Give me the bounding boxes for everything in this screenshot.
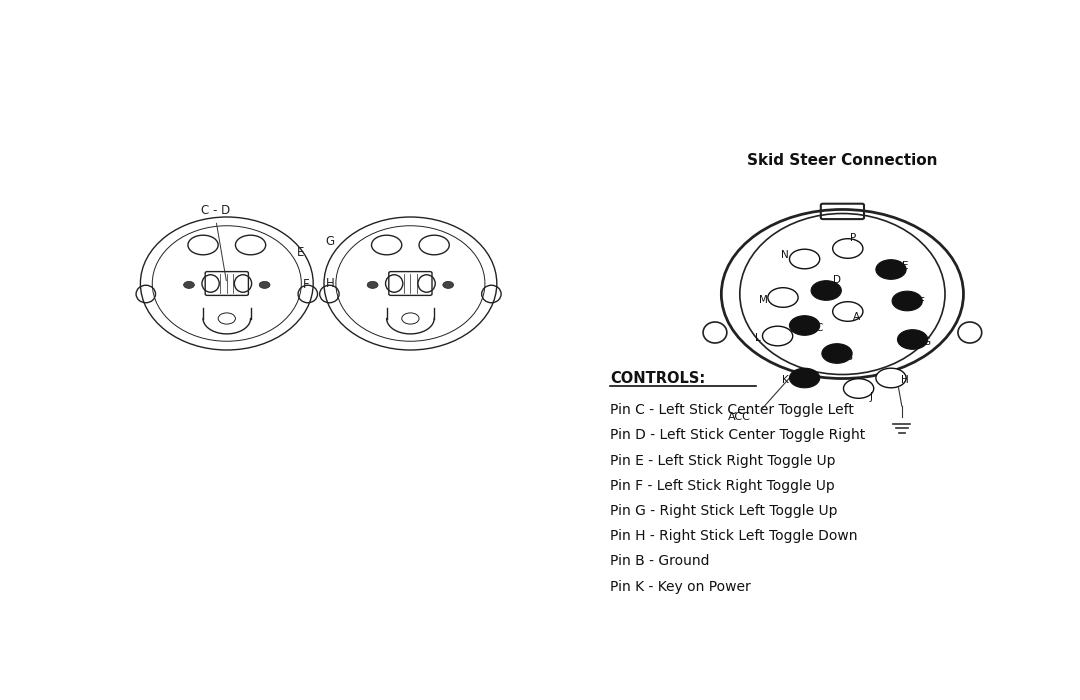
Text: H: H	[326, 277, 335, 290]
Circle shape	[833, 302, 863, 321]
Text: Skid Steer Connection: Skid Steer Connection	[747, 153, 937, 168]
Circle shape	[843, 379, 874, 398]
Text: D: D	[833, 275, 841, 285]
Text: Pin G - Right Stick Left Toggle Up: Pin G - Right Stick Left Toggle Up	[610, 504, 838, 518]
Text: CONTROLS:: CONTROLS:	[610, 371, 705, 386]
Text: P: P	[850, 233, 856, 243]
Text: Pin E - Left Stick Right Toggle Up: Pin E - Left Stick Right Toggle Up	[610, 454, 836, 468]
Text: Pin H - Right Stick Left Toggle Down: Pin H - Right Stick Left Toggle Down	[610, 529, 858, 543]
Circle shape	[822, 344, 852, 363]
Text: N: N	[781, 251, 789, 260]
Text: C: C	[815, 323, 822, 332]
Text: E: E	[902, 261, 908, 271]
Circle shape	[443, 281, 454, 288]
Text: Pin K - Key on Power: Pin K - Key on Power	[610, 580, 751, 594]
Text: L: L	[755, 333, 761, 343]
Circle shape	[811, 281, 841, 300]
Circle shape	[897, 330, 928, 349]
Circle shape	[259, 281, 270, 288]
Circle shape	[367, 281, 378, 288]
Circle shape	[184, 281, 194, 288]
Text: A: A	[853, 312, 860, 322]
Circle shape	[876, 260, 906, 279]
Circle shape	[762, 326, 793, 346]
Text: H: H	[901, 375, 909, 385]
Text: J: J	[870, 392, 873, 402]
Text: F: F	[919, 298, 926, 307]
Circle shape	[833, 239, 863, 258]
Text: F: F	[302, 279, 309, 291]
Text: ACC: ACC	[728, 412, 752, 421]
Text: M: M	[759, 295, 768, 304]
Text: G: G	[922, 337, 931, 346]
Text: C - D: C - D	[201, 204, 231, 217]
Circle shape	[789, 249, 820, 269]
Text: E: E	[297, 246, 305, 258]
Text: G: G	[326, 235, 335, 248]
Circle shape	[789, 316, 820, 335]
Circle shape	[876, 368, 906, 388]
Circle shape	[892, 291, 922, 311]
Circle shape	[768, 288, 798, 307]
Text: Pin F - Left Stick Right Toggle Up: Pin F - Left Stick Right Toggle Up	[610, 479, 835, 493]
Text: K: K	[782, 375, 788, 385]
Text: Pin C - Left Stick Center Toggle Left: Pin C - Left Stick Center Toggle Left	[610, 403, 854, 417]
Text: B: B	[847, 352, 853, 362]
Text: Pin D - Left Stick Center Toggle Right: Pin D - Left Stick Center Toggle Right	[610, 428, 865, 442]
Circle shape	[789, 368, 820, 388]
Text: Pin B - Ground: Pin B - Ground	[610, 554, 710, 568]
